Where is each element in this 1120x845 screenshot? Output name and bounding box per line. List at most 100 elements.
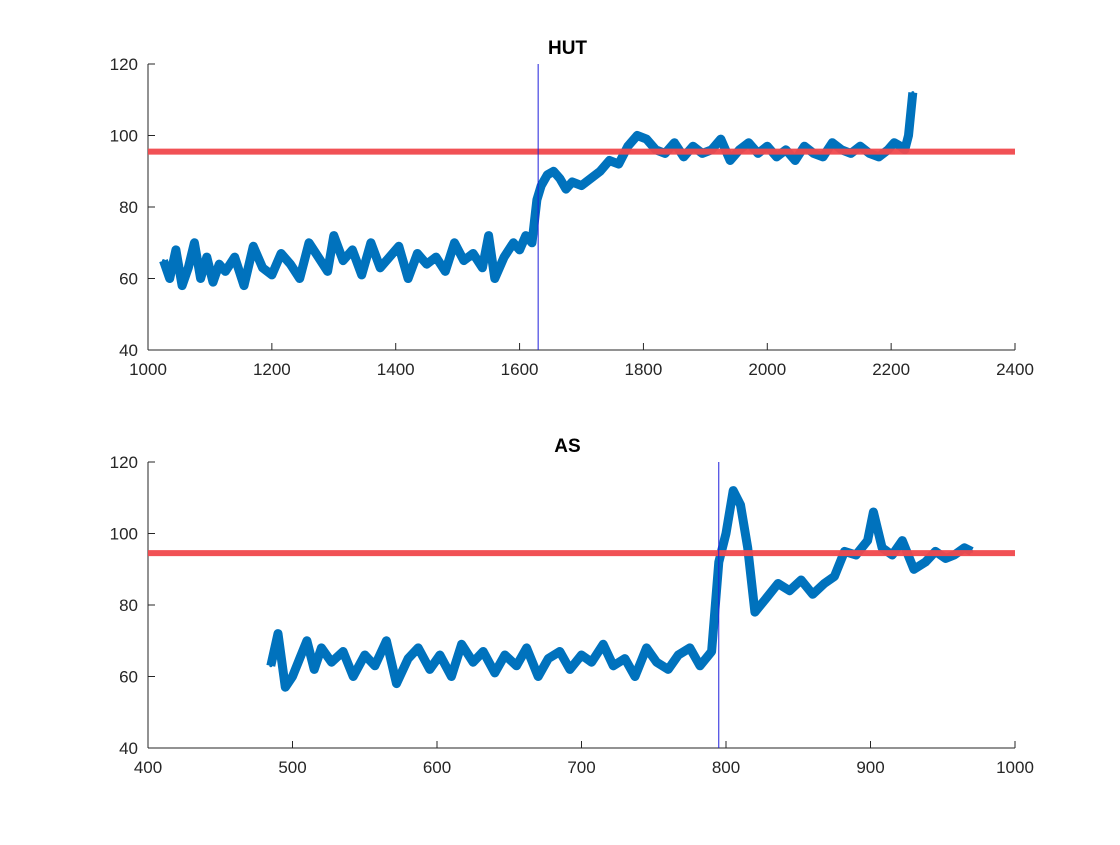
data-point	[546, 657, 550, 661]
data-point	[611, 664, 615, 668]
data-point	[199, 277, 203, 280]
data-point	[911, 91, 915, 95]
x-tick-label: 700	[567, 758, 595, 777]
data-point	[822, 582, 826, 586]
data-point	[866, 539, 870, 543]
data-point	[788, 589, 792, 593]
y-tick-label: 80	[119, 198, 138, 217]
data-point	[880, 546, 884, 550]
axes-as: 400 500 600 700 800 900 1000 40 60 80 100 120 AS	[110, 436, 1034, 777]
data-point	[460, 642, 464, 646]
data-point	[776, 582, 780, 586]
x-tick-label: 2200	[872, 360, 910, 379]
x-tick-label: 1200	[253, 360, 291, 379]
data-point	[558, 649, 562, 653]
data-point	[351, 675, 355, 678]
x-tick-label: 800	[712, 758, 740, 777]
data-point	[493, 277, 497, 280]
data-point	[923, 560, 927, 564]
data-point	[580, 653, 583, 657]
series-group	[266, 486, 974, 692]
series-line	[266, 486, 974, 692]
data-point	[330, 660, 334, 664]
x-tick-label: 1800	[625, 360, 663, 379]
data-point	[449, 675, 453, 678]
y-tick-label: 40	[119, 739, 138, 758]
data-point	[877, 155, 881, 159]
data-point	[568, 667, 572, 671]
x-tick-label: 900	[856, 758, 884, 777]
data-point	[607, 159, 611, 163]
data-point	[738, 503, 742, 507]
data-point	[279, 251, 283, 255]
y-tick-label: 40	[119, 341, 138, 360]
data-point	[363, 653, 367, 657]
data-point	[319, 646, 323, 650]
data-point	[672, 141, 676, 145]
data-point	[378, 266, 382, 270]
data-point	[944, 557, 948, 561]
data-point	[635, 134, 639, 137]
data-point	[242, 284, 246, 288]
data-point	[205, 255, 209, 259]
data-point	[305, 639, 309, 643]
data-point	[341, 259, 345, 263]
data-point	[633, 675, 637, 678]
x-tick-label: 500	[278, 758, 306, 777]
data-point	[793, 159, 797, 163]
data-point	[552, 169, 556, 173]
data-point	[655, 660, 659, 664]
data-point	[765, 144, 769, 148]
data-point	[626, 144, 630, 148]
x-tick-label: 2400	[996, 360, 1034, 379]
data-point	[384, 639, 388, 643]
data-point	[892, 141, 896, 145]
data-point	[724, 532, 728, 535]
data-point	[416, 646, 420, 650]
data-point	[728, 159, 732, 163]
data-point	[332, 234, 336, 238]
x-tick-label: 600	[423, 758, 451, 777]
data-point	[276, 632, 280, 636]
data-point	[161, 259, 165, 263]
data-point	[623, 657, 627, 661]
data-point	[830, 141, 834, 145]
data-point	[589, 176, 593, 180]
data-point	[270, 273, 274, 277]
data-point	[453, 241, 457, 245]
data-point	[438, 653, 442, 657]
data-point	[590, 660, 594, 664]
data-point	[298, 657, 302, 661]
data-point	[676, 653, 680, 657]
data-point	[174, 248, 178, 252]
data-point	[481, 649, 485, 653]
data-point	[564, 187, 568, 191]
data-point	[912, 567, 916, 571]
data-point	[682, 155, 686, 159]
data-point	[298, 277, 302, 280]
data-point	[799, 578, 803, 582]
data-point	[388, 255, 392, 259]
data-point	[341, 649, 345, 653]
x-tick-label: 1400	[377, 360, 415, 379]
data-point	[645, 137, 649, 141]
data-point	[525, 646, 529, 650]
data-point	[503, 653, 507, 657]
data-point	[746, 546, 750, 550]
data-point	[350, 248, 354, 252]
data-point	[180, 284, 184, 288]
data-point	[545, 173, 549, 177]
data-point	[283, 685, 287, 689]
data-point	[514, 664, 518, 668]
data-point	[415, 251, 419, 255]
data-point	[753, 610, 757, 614]
x-tick-label: 1600	[501, 360, 539, 379]
data-point	[493, 671, 497, 675]
data-point	[480, 266, 484, 270]
data-point	[373, 664, 377, 668]
data-point	[666, 667, 670, 671]
data-point	[269, 664, 273, 668]
data-point	[288, 262, 292, 266]
data-point	[307, 241, 311, 245]
